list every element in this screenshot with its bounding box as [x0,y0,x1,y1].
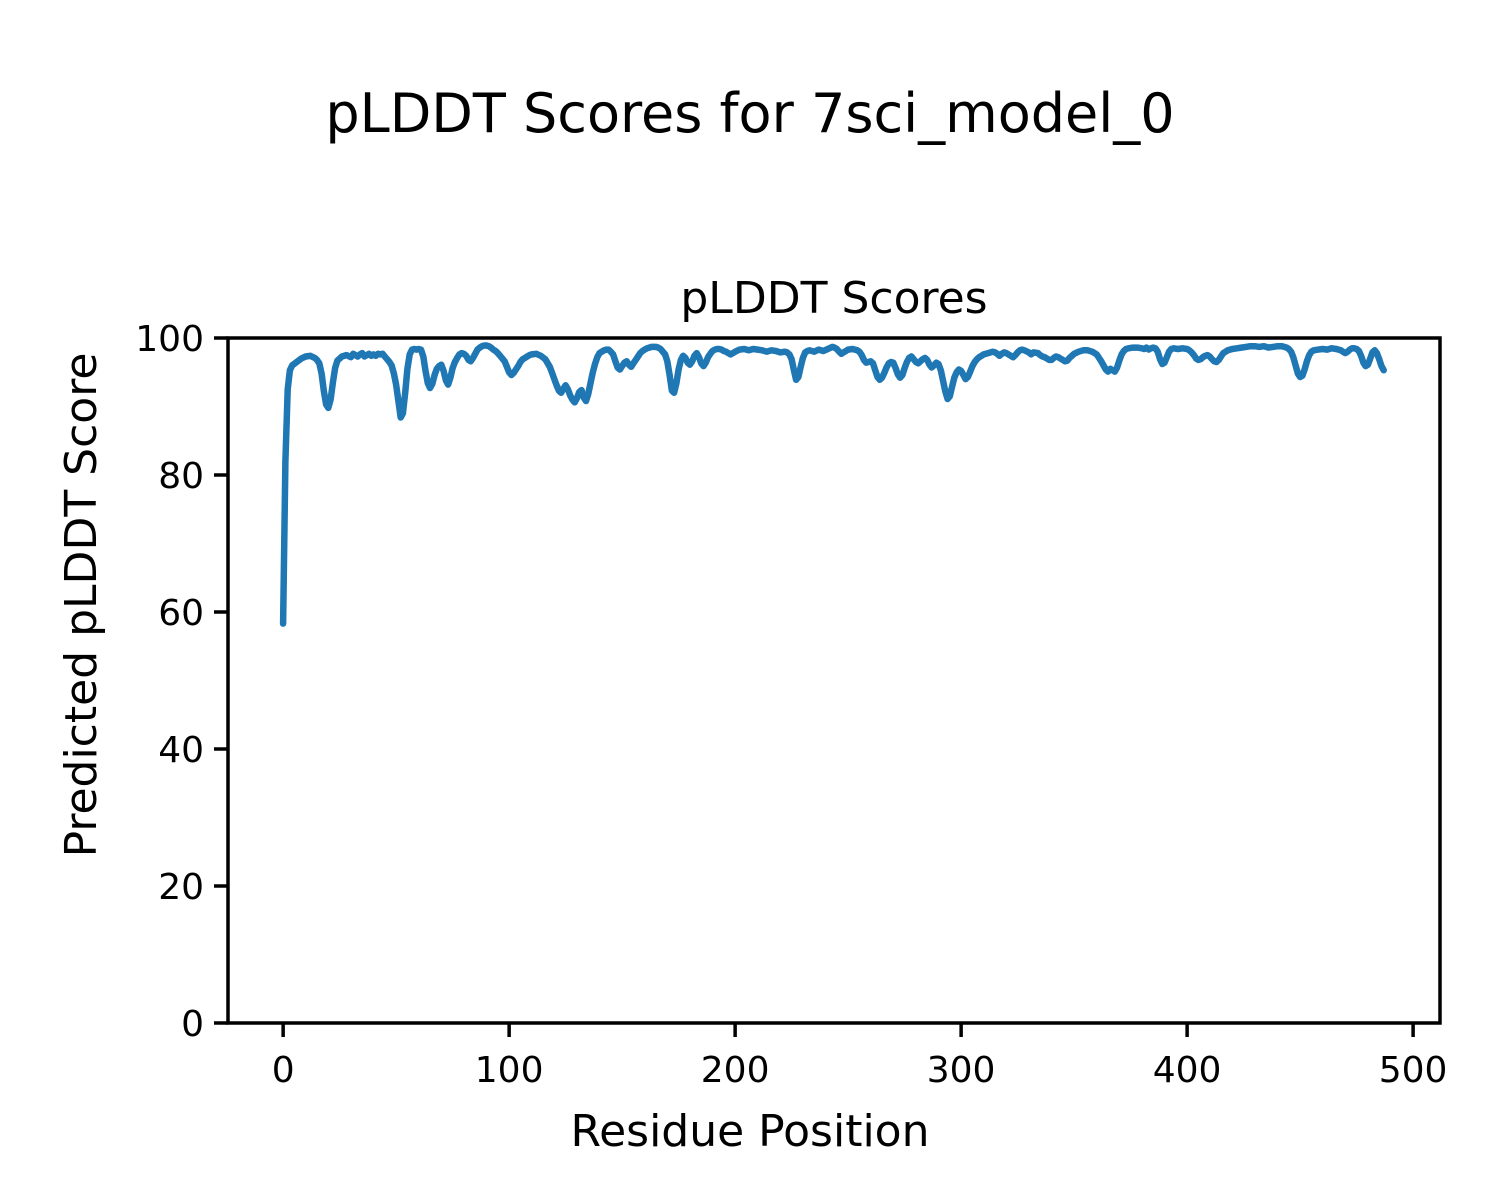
figure-title: pLDDT Scores for 7sci_model_0 [325,82,1175,145]
y-tick-label: 20 [158,867,204,908]
x-axis-label: Residue Position [570,1106,930,1157]
x-tick-label: 0 [272,1050,295,1091]
x-tick-label: 300 [927,1050,996,1091]
plot-border [226,336,1442,1025]
x-tick-label: 400 [1153,1050,1222,1091]
y-tick-label: 80 [158,456,204,497]
y-tick-label: 0 [181,1004,204,1045]
x-tick-label: 100 [475,1050,544,1091]
y-tick-label: 40 [158,730,204,771]
y-axis-label: Predicted pLDDT Score [56,352,107,858]
y-tick-label: 60 [158,593,204,634]
x-tick-label: 200 [701,1050,770,1091]
x-tick-label: 500 [1379,1050,1448,1091]
y-tick-label: 100 [135,319,204,360]
plddt-series-line [279,342,1387,627]
axes-title: pLDDT Scores [680,273,988,324]
